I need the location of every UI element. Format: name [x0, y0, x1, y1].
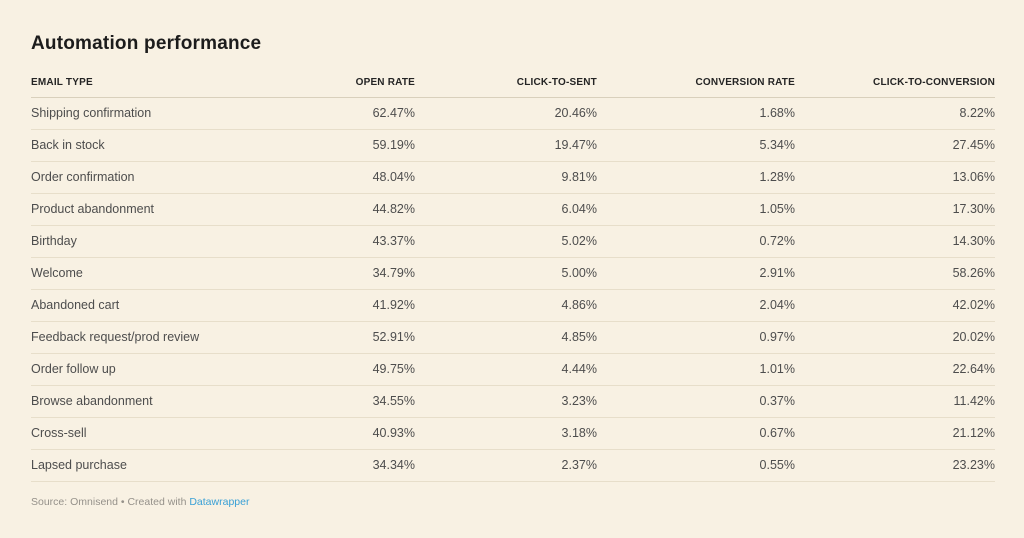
cell-click-to-sent: 4.44%: [415, 353, 597, 386]
cell-open-rate: 40.93%: [231, 417, 415, 450]
cell-email-type: Shipping confirmation: [31, 97, 231, 130]
table-row: Cross-sell 40.93% 3.18% 0.67% 21.12%: [31, 417, 995, 450]
table-row: Browse abandonment 34.55% 3.23% 0.37% 11…: [31, 385, 995, 418]
page-title: Automation performance: [31, 33, 262, 54]
table-row: Order follow up 49.75% 4.44% 1.01% 22.64…: [31, 353, 995, 386]
cell-conversion-rate: 0.55%: [597, 449, 795, 482]
cell-email-type: Lapsed purchase: [31, 449, 231, 482]
cell-conversion-rate: 2.91%: [597, 257, 795, 290]
table-header-row: EMAIL TYPE OPEN RATE CLICK-TO-SENT CONVE…: [31, 77, 995, 98]
cell-open-rate: 41.92%: [231, 289, 415, 322]
cell-click-to-sent: 4.86%: [415, 289, 597, 322]
cell-email-type: Feedback request/prod review: [31, 321, 231, 354]
cell-email-type: Abandoned cart: [31, 289, 231, 322]
cell-click-to-conversion: 11.42%: [795, 385, 995, 418]
cell-click-to-conversion: 22.64%: [795, 353, 995, 386]
source-attribution: Source: Omnisend • Created with Datawrap…: [31, 496, 995, 508]
automation-performance-card: Automation performance EMAIL TYPE OPEN R…: [31, 33, 995, 508]
cell-email-type: Cross-sell: [31, 417, 231, 450]
datawrapper-link[interactable]: Datawrapper: [189, 496, 250, 508]
cell-conversion-rate: 1.28%: [597, 161, 795, 194]
column-header-email-type: EMAIL TYPE: [31, 77, 231, 98]
cell-click-to-sent: 4.85%: [415, 321, 597, 354]
cell-conversion-rate: 0.97%: [597, 321, 795, 354]
cell-click-to-conversion: 42.02%: [795, 289, 995, 322]
column-header-click-to-conversion: CLICK-TO-CONVERSION: [795, 77, 995, 98]
cell-open-rate: 59.19%: [231, 129, 415, 162]
cell-click-to-conversion: 58.26%: [795, 257, 995, 290]
cell-click-to-conversion: 8.22%: [795, 97, 995, 130]
table-row: Birthday 43.37% 5.02% 0.72% 14.30%: [31, 225, 995, 258]
cell-click-to-sent: 3.23%: [415, 385, 597, 418]
cell-conversion-rate: 0.72%: [597, 225, 795, 258]
cell-email-type: Order follow up: [31, 353, 231, 386]
cell-open-rate: 43.37%: [231, 225, 415, 258]
cell-conversion-rate: 1.05%: [597, 193, 795, 226]
cell-open-rate: 44.82%: [231, 193, 415, 226]
column-header-conversion-rate: CONVERSION RATE: [597, 77, 795, 98]
cell-click-to-conversion: 17.30%: [795, 193, 995, 226]
cell-click-to-conversion: 21.12%: [795, 417, 995, 450]
cell-click-to-sent: 20.46%: [415, 97, 597, 130]
table-row: Back in stock 59.19% 19.47% 5.34% 27.45%: [31, 129, 995, 162]
cell-open-rate: 52.91%: [231, 321, 415, 354]
cell-conversion-rate: 0.67%: [597, 417, 795, 450]
cell-open-rate: 34.79%: [231, 257, 415, 290]
cell-open-rate: 48.04%: [231, 161, 415, 194]
table-row: Order confirmation 48.04% 9.81% 1.28% 13…: [31, 161, 995, 194]
cell-click-to-sent: 6.04%: [415, 193, 597, 226]
cell-conversion-rate: 5.34%: [597, 129, 795, 162]
cell-email-type: Welcome: [31, 257, 231, 290]
table-row: Welcome 34.79% 5.00% 2.91% 58.26%: [31, 257, 995, 290]
table-row: Lapsed purchase 34.34% 2.37% 0.55% 23.23…: [31, 449, 995, 482]
cell-open-rate: 34.55%: [231, 385, 415, 418]
cell-click-to-sent: 2.37%: [415, 449, 597, 482]
cell-conversion-rate: 2.04%: [597, 289, 795, 322]
cell-open-rate: 34.34%: [231, 449, 415, 482]
column-header-open-rate: OPEN RATE: [231, 77, 415, 98]
column-header-click-to-sent: CLICK-TO-SENT: [415, 77, 597, 98]
table-row: Abandoned cart 41.92% 4.86% 2.04% 42.02%: [31, 289, 995, 322]
cell-click-to-conversion: 27.45%: [795, 129, 995, 162]
cell-click-to-sent: 3.18%: [415, 417, 597, 450]
cell-open-rate: 62.47%: [231, 97, 415, 130]
cell-click-to-sent: 5.00%: [415, 257, 597, 290]
cell-open-rate: 49.75%: [231, 353, 415, 386]
cell-click-to-sent: 5.02%: [415, 225, 597, 258]
cell-email-type: Back in stock: [31, 129, 231, 162]
cell-click-to-conversion: 13.06%: [795, 161, 995, 194]
cell-email-type: Order confirmation: [31, 161, 231, 194]
cell-click-to-conversion: 23.23%: [795, 449, 995, 482]
cell-email-type: Birthday: [31, 225, 231, 258]
cell-click-to-conversion: 20.02%: [795, 321, 995, 354]
cell-click-to-sent: 9.81%: [415, 161, 597, 194]
cell-email-type: Browse abandonment: [31, 385, 231, 418]
table-row: Shipping confirmation 62.47% 20.46% 1.68…: [31, 97, 995, 130]
source-text: Source: Omnisend • Created with: [31, 496, 190, 508]
cell-click-to-conversion: 14.30%: [795, 225, 995, 258]
cell-email-type: Product abandonment: [31, 193, 231, 226]
cell-conversion-rate: 0.37%: [597, 385, 795, 418]
cell-conversion-rate: 1.01%: [597, 353, 795, 386]
table-row: Feedback request/prod review 52.91% 4.85…: [31, 321, 995, 354]
cell-conversion-rate: 1.68%: [597, 97, 795, 130]
table-row: Product abandonment 44.82% 6.04% 1.05% 1…: [31, 193, 995, 226]
cell-click-to-sent: 19.47%: [415, 129, 597, 162]
automation-performance-table: EMAIL TYPE OPEN RATE CLICK-TO-SENT CONVE…: [31, 77, 995, 482]
